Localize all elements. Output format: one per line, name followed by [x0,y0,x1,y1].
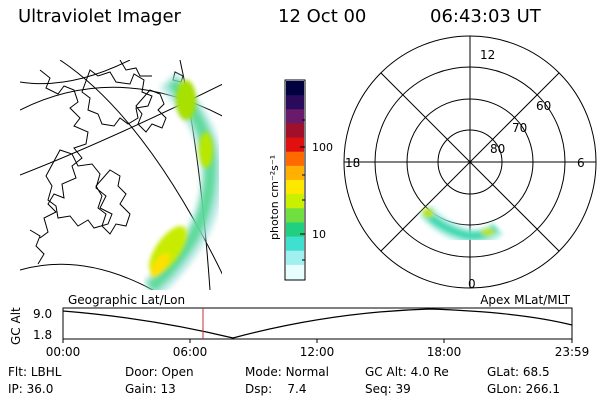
date-label: 12 Oct 00 [278,6,367,27]
mlt-label-6: 6 [577,156,585,170]
mlt-label-12: 12 [480,48,495,62]
color-bar-cell [286,123,304,139]
color-bar-cell [286,194,304,209]
color-bar-tick-100: 100 [312,141,333,154]
info-ip: IP: 36.0 [8,382,54,396]
color-bar-tick-10: 10 [312,228,326,241]
color-bar-cell [286,264,304,280]
info-door: Door: Open [125,365,194,379]
color-bar-label: photon cm⁻²s⁻¹ [268,155,281,240]
color-bar-cell [286,180,304,195]
time-label: 06:43:03 UT [430,6,541,27]
y-tick-1-8: 1.8 [33,328,52,342]
geographic-latlon-label: Geographic Lat/Lon [68,293,185,307]
mlt-label-0: 0 [468,277,476,291]
info-gc-alt: GC Alt: 4.0 Re [365,365,449,379]
instrument-title: Ultraviolet Imager [18,6,181,27]
x-tick-0000: 00:00 [46,345,81,359]
color-bar-cell [286,95,304,110]
color-bar-cell [286,165,304,181]
x-tick-0600: 06:00 [173,345,208,359]
color-bar-cells [286,81,304,280]
x-tick-1800: 18:00 [427,345,462,359]
color-bar-cell [286,250,304,266]
gc-alt-axis-label: GC Alt [9,307,23,345]
color-bar-cell [286,109,304,124]
color-bar-cell [286,222,304,238]
info-glon: GLon: 266.1 [487,382,560,396]
info-mode: Mode: Normal [245,365,329,379]
mlt-label-18: 18 [345,156,360,170]
color-bar-cell [286,137,304,153]
apex-mlat-label: Apex MLat/MLT [480,293,570,307]
lat-label-60: 60 [536,99,551,113]
color-bar-cell [286,81,304,96]
info-dsp: Dsp: 7.4 [245,382,307,396]
orbit-plot [62,307,573,343]
x-tick-2359: 23:59 [555,345,590,359]
color-bar-cell [286,208,304,223]
info-seq: Seq: 39 [365,382,411,396]
info-glat: GLat: 68.5 [487,365,550,379]
y-tick-9: 9.0 [33,307,52,321]
polar-plot [343,35,597,289]
color-bar-cell [286,236,304,252]
info-gain: Gain: 13 [125,382,176,396]
x-tick-1200: 12:00 [300,345,335,359]
lat-label-80: 80 [490,142,505,156]
geographic-map [20,60,222,290]
lat-label-70: 70 [512,121,527,135]
color-bar-cell [286,151,304,167]
info-flt: Flt: LBHL [8,365,62,379]
